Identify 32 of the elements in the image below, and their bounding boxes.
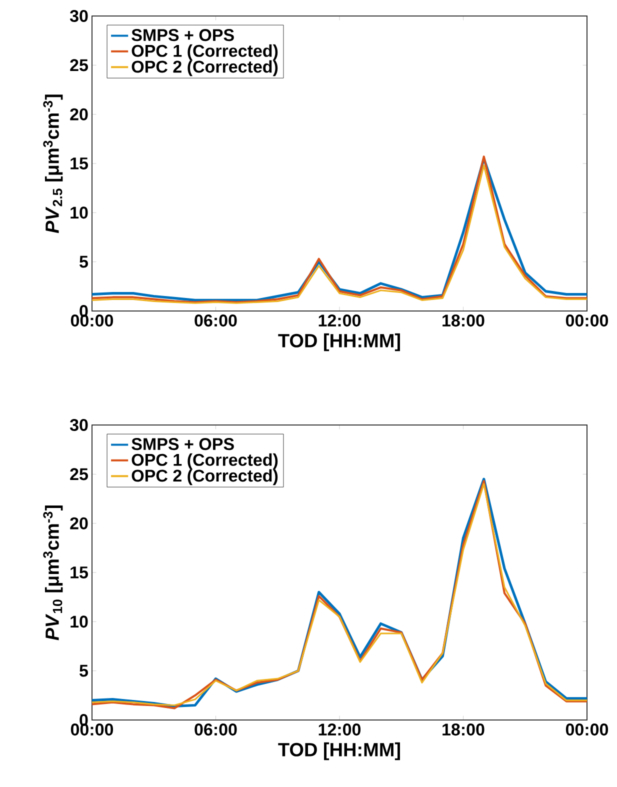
x-tick-label: 18:00	[442, 724, 484, 736]
y-tick-label: 5	[80, 664, 88, 677]
legend-label: SMPS + OPS	[132, 29, 234, 42]
x-tick-label: 06:00	[194, 724, 237, 736]
y-tick-label: 25	[70, 59, 88, 72]
legend-label: OPC 2 (Corrected)	[132, 469, 278, 486]
legend-label: OPC 2 (Corrected)	[132, 60, 278, 76]
y-tick-label: 15	[70, 566, 88, 578]
y-tick-label: 5	[80, 256, 88, 268]
x-tick-label: 12:00	[318, 314, 361, 327]
y-tick-label: 15	[70, 158, 88, 170]
legend-label: OPC 1 (Corrected)	[132, 453, 278, 470]
y-tick-label: 10	[70, 206, 88, 219]
x-tick-label: 06:00	[194, 314, 237, 327]
x-axis-title: TOD [HH:MM]	[278, 333, 400, 352]
y-tick-label: 10	[70, 616, 88, 628]
y-tick-label: 25	[70, 468, 88, 480]
y-tick-label: 30	[70, 10, 88, 22]
x-tick-label: 18:00	[442, 314, 484, 327]
legend-label: OPC 1 (Corrected)	[132, 44, 278, 60]
y-tick-label: 20	[70, 108, 88, 120]
x-tick-label: 00:00	[70, 724, 114, 736]
x-tick-label: 00:00	[566, 314, 608, 327]
x-axis-title: TOD [HH:MM]	[278, 742, 400, 760]
legend-label: SMPS + OPS	[132, 438, 234, 450]
y-axis-title: PV$_{10}$ [μm$^{3}$cm$^{-3}$]	[43, 506, 63, 640]
x-tick-label: 00:00	[70, 314, 114, 327]
y-axis-title: PV$_{2.5}$ [μm$^{3}$cm$^{-3}$]	[43, 94, 63, 234]
x-tick-label: 00:00	[566, 724, 608, 736]
y-tick-label: 30	[70, 418, 88, 432]
y-tick-label: 20	[70, 517, 88, 530]
x-tick-label: 12:00	[318, 724, 361, 736]
